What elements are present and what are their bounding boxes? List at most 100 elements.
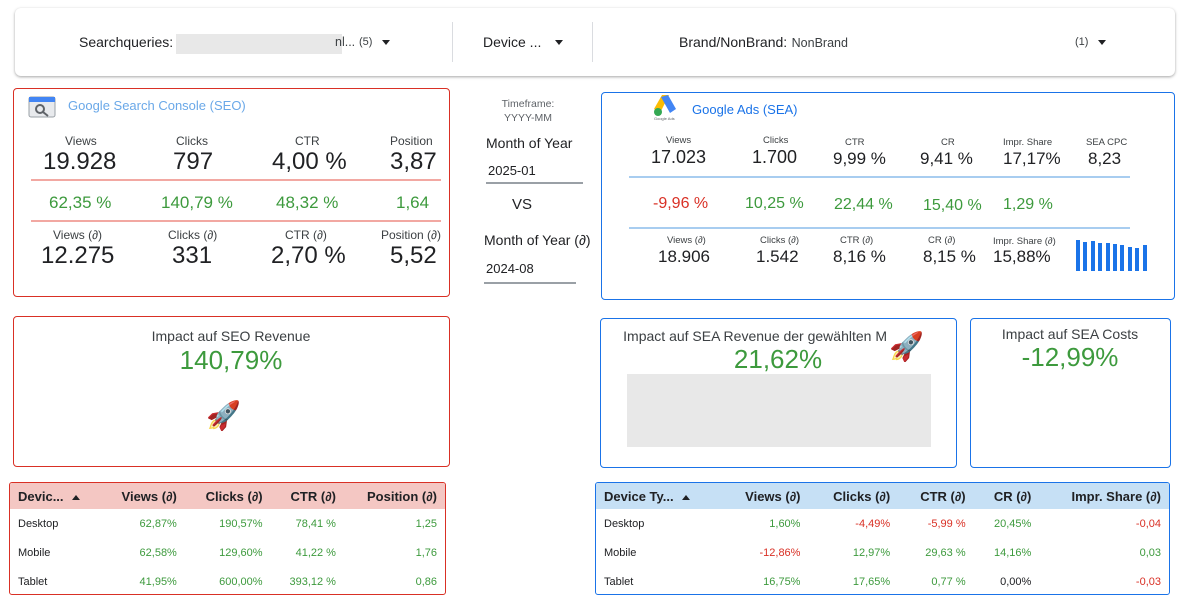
date-underline — [484, 282, 576, 284]
table-cell: Tablet — [604, 575, 634, 588]
seo-clicks-label: Clicks — [176, 134, 208, 148]
sea-col-cr[interactable]: CR (∂) — [973, 483, 1040, 509]
sort-asc-icon[interactable] — [71, 494, 80, 500]
table-cell: 600,00% — [219, 575, 263, 588]
sea-col-device-type[interactable]: Device Ty... — [596, 483, 721, 509]
table-cell: Mobile — [18, 546, 51, 559]
month-of-year-selector[interactable]: 2025-01 — [486, 158, 583, 184]
timeframe-label-line2: YYYY-MM — [503, 112, 553, 124]
sea-impr-share-prev-value: 15,88% — [993, 247, 1051, 266]
sea-impr-share-delta: 1,29 % — [1003, 196, 1053, 213]
sea-cpc-label: SEA CPC — [1086, 137, 1128, 148]
sort-asc-icon[interactable] — [681, 494, 690, 500]
sea-impr-share-prev-label: Impr. Share (∂) — [993, 236, 1056, 247]
seo-views-delta: 62,35 % — [49, 193, 112, 212]
searchqueries-filter[interactable]: Searchqueries: — [79, 34, 173, 52]
brand-filter[interactable]: Brand/NonBrand: NonBrand — [679, 34, 848, 52]
sea-ctr-prev-label: CTR (∂) — [840, 235, 874, 246]
sparkline-bar — [1127, 247, 1132, 271]
sea-ctr-delta: 22,44 % — [834, 196, 893, 213]
seo-col-position[interactable]: Position (∂) — [343, 483, 445, 509]
table-cell: 16,75% — [763, 575, 801, 588]
table-cell: 62,58% — [139, 546, 177, 559]
sparkline-bar — [1098, 243, 1103, 271]
vs-label: VS — [512, 196, 533, 213]
sparkline-bar — [1083, 242, 1088, 271]
table-cell: Tablet — [18, 575, 48, 588]
table-cell: -5,99 % — [927, 517, 966, 530]
seo-device-table-panel: Devic... Views (∂) Clicks (∂) CTR (∂) Po… — [9, 482, 446, 595]
sea-cr-delta: 15,40 % — [923, 197, 982, 214]
google-ads-logo-icon — [650, 93, 680, 123]
table-cell: 41,95% — [139, 575, 177, 588]
sea-col-impr-share[interactable]: Impr. Share (∂) — [1039, 483, 1169, 509]
sparkline-bar — [1076, 240, 1080, 271]
searchqueries-dropdown-icon[interactable] — [382, 40, 390, 45]
impact-seo-title: Impact auf SEO Revenue — [151, 328, 311, 344]
table-row: Desktop 62,87% 190,57% 78,41 % 1,25 — [10, 509, 445, 538]
table-cell: 12,97% — [852, 546, 891, 559]
brand-dropdown-icon[interactable] — [1098, 40, 1106, 45]
seo-col-ctr[interactable]: CTR (∂) — [270, 483, 344, 509]
table-cell: 14,16% — [994, 546, 1032, 559]
rocket-icon: 🚀 — [206, 400, 241, 431]
month-of-year-value: 2025-01 — [488, 163, 536, 178]
impact-sea-revenue-title: Impact auf SEA Revenue der gewählten M — [623, 328, 887, 344]
seo-position-prev-label: Position (∂) — [381, 228, 441, 242]
sparkline-bar — [1135, 248, 1140, 271]
table-cell: -4,49% — [855, 517, 891, 530]
sea-clicks-prev-value: 1.542 — [756, 247, 799, 266]
seo-clicks-prev-label: Clicks (∂) — [168, 228, 218, 242]
seo-views-label: Views — [65, 134, 97, 148]
sea-ctr-prev-value: 8,16 % — [833, 247, 886, 266]
impact-sea-costs-value: -12,99% — [1021, 342, 1119, 372]
sea-clicks-value: 1.700 — [752, 147, 798, 167]
table-cell: 1,25 — [415, 517, 437, 530]
divider — [629, 227, 1130, 229]
table-cell: 393,12 % — [289, 575, 336, 588]
month-of-year-prev-selector[interactable]: 2024-08 — [484, 256, 576, 284]
sea-col-ctr[interactable]: CTR (∂) — [898, 483, 974, 509]
seo-col-clicks[interactable]: Clicks (∂) — [184, 483, 271, 509]
device-filter[interactable]: Device ... — [483, 34, 541, 52]
sea-cr-prev-label: CR (∂) — [928, 235, 956, 246]
sea-col-views[interactable]: Views (∂) — [720, 483, 809, 509]
seo-position-delta: 1,64 — [396, 193, 430, 212]
seo-col-device-label: Devic... — [18, 488, 64, 504]
table-row: Mobile 62,58% 129,60% 41,22 % 1,76 — [10, 538, 445, 567]
sea-device-table: Device Ty... Views (∂) Clicks (∂) CTR (∂… — [596, 483, 1169, 594]
sea-device-table-panel: Device Ty... Views (∂) Clicks (∂) CTR (∂… — [595, 482, 1170, 595]
sparkline-bar — [1113, 244, 1117, 271]
impact-sea-costs-title: Impact auf SEA Costs — [1001, 326, 1139, 342]
sea-clicks-label: Clicks — [763, 135, 789, 146]
sea-cr-label: CR — [941, 137, 955, 148]
table-cell: -0,04 — [1135, 517, 1161, 530]
impact-seo-panel: Impact auf SEO Revenue 140,79% 🚀 — [13, 316, 450, 467]
sea-views-prev-label: Views (∂) — [667, 235, 706, 246]
seo-title: Google Search Console (SEO) — [68, 98, 246, 113]
table-row: Tablet 41,95% 600,00% 393,12 % 0,86 — [10, 567, 445, 594]
seo-clicks-value: 797 — [173, 148, 214, 175]
device-dropdown-icon[interactable] — [555, 40, 563, 45]
seo-clicks-delta: 140,79 % — [161, 193, 233, 212]
month-of-year-prev-value: 2024-08 — [486, 261, 534, 276]
sparkline-bar — [1120, 245, 1125, 271]
redacted-query-value — [176, 34, 342, 54]
sea-col-clicks[interactable]: Clicks (∂) — [808, 483, 899, 509]
table-cell: 129,60% — [219, 546, 263, 559]
seo-col-views[interactable]: Views (∂) — [101, 483, 185, 509]
sparkline-bar — [1142, 245, 1147, 271]
searchqueries-label: Searchqueries: — [79, 34, 174, 50]
seo-ctr-prev-value: 2,70 % — [271, 242, 346, 269]
table-cell: Desktop — [604, 517, 645, 530]
sea-title: Google Ads (SEA) — [692, 102, 798, 117]
seo-views-prev-label: Views (∂) — [53, 228, 103, 242]
seo-device-table: Devic... Views (∂) Clicks (∂) CTR (∂) Po… — [10, 483, 445, 594]
table-cell: 0,77 % — [931, 575, 966, 588]
sea-cpc-value: 8,23 — [1088, 149, 1122, 168]
timeframe-label: Timeframe: YYYY-MM — [490, 98, 566, 124]
searchqueries-count: (5) — [359, 36, 373, 48]
seo-col-device[interactable]: Devic... — [10, 483, 102, 509]
seo-position-value: 3,87 — [390, 148, 437, 175]
table-cell: 1,60% — [769, 517, 801, 530]
